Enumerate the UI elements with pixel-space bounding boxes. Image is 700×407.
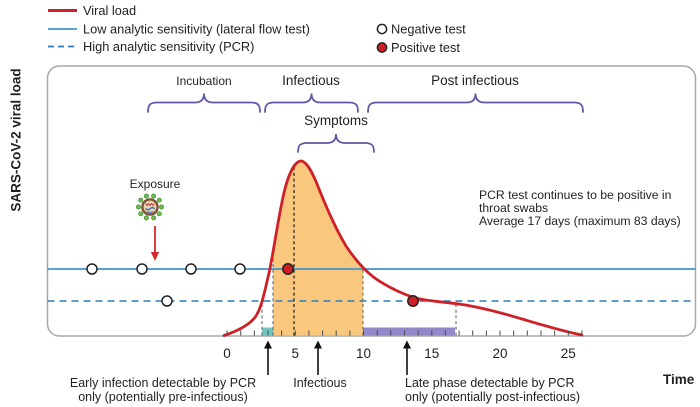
- test-markers: [86, 263, 419, 307]
- high-sensitivity-legend-label: High analytic sensitivity (PCR): [83, 39, 254, 54]
- negative-test-legend-icon: [376, 23, 388, 35]
- infectious-region-fill: [273, 160, 363, 336]
- pcr-note-line1: PCR test continues to be positive in: [479, 188, 671, 202]
- infectious-annotation-label: Infectious: [293, 376, 347, 390]
- annotation-arrows: [264, 340, 411, 375]
- positive-test-marker: [282, 263, 294, 275]
- exposure-arrow: [150, 226, 160, 261]
- infectious-brace: [264, 93, 359, 113]
- positive-test-marker: [407, 295, 419, 307]
- early-pcr-label-line1: Early infection detectable by PCR: [70, 376, 256, 390]
- x-tick-25: 25: [561, 346, 576, 361]
- late-pcr-label-line1: Late phase detectable by PCR: [405, 376, 575, 390]
- y-axis-label: SARS-CoV-2 viral load: [9, 68, 24, 211]
- symptoms-brace: [297, 133, 375, 153]
- early-pcr-label-line2: only (potentially pre-infectious): [78, 390, 248, 404]
- incubation-brace: [147, 93, 261, 113]
- low-sensitivity-legend-label: Low analytic sensitivity (lateral flow t…: [83, 22, 310, 37]
- guide-lines: [261, 257, 457, 336]
- viral-load-legend-label: Viral load: [83, 3, 136, 18]
- early-pcr-arrow: [264, 340, 272, 375]
- symptoms-label: Symptoms: [304, 113, 368, 128]
- x-tick-5: 5: [292, 346, 300, 361]
- x-axis-tick-labels: 0 5 10 15 20 25: [223, 346, 576, 361]
- bottom-annotations: Early infection detectable by PCR only (…: [70, 376, 580, 404]
- exposure-label: Exposure: [130, 177, 181, 191]
- positive-test-legend-label: Positive test: [391, 40, 460, 55]
- negative-test-legend-label: Negative test: [391, 22, 466, 37]
- negative-test-marker: [86, 263, 98, 275]
- incubation-label: Incubation: [176, 74, 231, 88]
- late-pcr-region-bar: [363, 327, 455, 336]
- post-infectious-brace: [367, 93, 584, 113]
- negative-test-marker: [136, 263, 148, 275]
- negative-test-marker: [234, 263, 246, 275]
- negative-test-marker: [185, 263, 197, 275]
- infectious-arrow: [314, 340, 322, 375]
- phase-braces: [147, 93, 584, 153]
- late-pcr-label-line2: only (potentially post-infectious): [405, 390, 580, 404]
- x-tick-10: 10: [356, 346, 371, 361]
- positive-test-legend-icon: [376, 42, 388, 53]
- pcr-note-line2: throat swabs: [479, 201, 548, 215]
- late-pcr-arrow: [403, 340, 411, 375]
- infectious-phase-label: Infectious: [282, 73, 340, 88]
- x-tick-0: 0: [223, 346, 231, 361]
- x-tick-15: 15: [424, 346, 439, 361]
- post-infectious-label: Post infectious: [431, 73, 519, 88]
- negative-test-marker: [161, 295, 173, 307]
- x-axis-ticks: [226, 330, 583, 336]
- viral-load-curve: [222, 159, 584, 337]
- pcr-note: PCR test continues to be positive in thr…: [479, 188, 681, 228]
- legend: Viral load Low analytic sensitivity (lat…: [48, 3, 466, 55]
- x-tick-20: 20: [492, 346, 507, 361]
- pcr-note-line3: Average 17 days (maximum 83 days): [479, 214, 681, 228]
- time-axis-label: Time: [663, 372, 695, 387]
- virus-icon: [136, 193, 164, 221]
